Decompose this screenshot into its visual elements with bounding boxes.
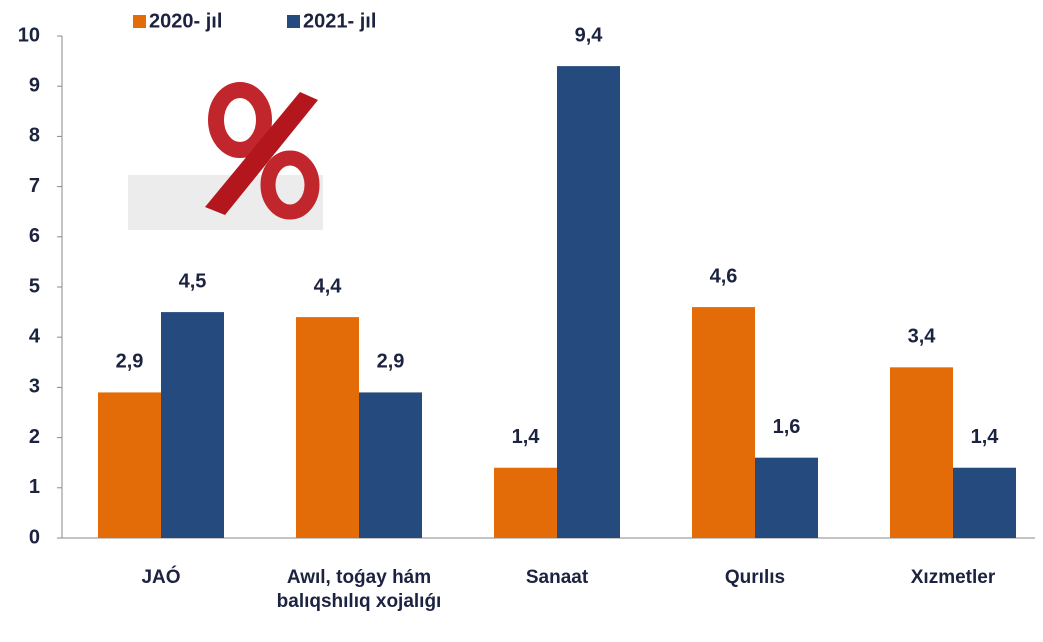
x-tick-label: Sanaat — [462, 566, 652, 590]
x-tick-label: JAÓ — [66, 566, 256, 590]
y-tick-label: 5 — [29, 275, 40, 297]
value-label: 2,9 — [377, 351, 405, 373]
legend-swatch — [133, 15, 146, 28]
value-label: 1,6 — [773, 416, 801, 438]
value-label: 1,4 — [971, 426, 1000, 448]
y-tick-label: 6 — [29, 225, 40, 247]
y-tick-label: 4 — [29, 325, 41, 347]
y-tick-label: 3 — [29, 376, 40, 398]
value-label: 4,5 — [179, 270, 207, 292]
x-tick-label: Awıl, toǵay hám balıqshılıq xojalıǵı — [264, 566, 454, 614]
bar — [494, 468, 557, 538]
bar — [692, 307, 755, 538]
y-tick-label: 0 — [29, 526, 40, 548]
value-label: 3,4 — [908, 326, 937, 348]
y-tick-label: 8 — [29, 125, 40, 147]
legend-swatch — [287, 15, 300, 28]
legend-label: 2020- jıl — [149, 10, 222, 32]
x-tick-label: Qurılıs — [660, 566, 850, 590]
value-label: 4,4 — [314, 275, 343, 297]
y-tick-label: 1 — [29, 476, 40, 498]
bar — [359, 392, 422, 538]
percent-icon — [128, 90, 323, 230]
bar — [98, 392, 161, 538]
bar — [953, 468, 1016, 538]
legend-label: 2021- jıl — [303, 10, 376, 32]
value-label: 9,4 — [575, 24, 604, 46]
chart-svg: 0 1 2 3 4 5 6 7 8 9 10 2020- jıl 2021- jıl 2,9 4,5 4,4 2… — [0, 0, 1043, 642]
value-label: 1,4 — [512, 426, 541, 448]
bar — [890, 367, 953, 538]
bar — [161, 312, 224, 538]
x-tick-label: Xızmetler — [858, 566, 1043, 590]
bar — [296, 317, 359, 538]
y-tick-label: 7 — [29, 175, 40, 197]
bar — [557, 66, 620, 538]
bar — [755, 458, 818, 538]
chart: 0 1 2 3 4 5 6 7 8 9 10 2020- jıl 2021- jıl 2,9 4,5 4,4 2… — [0, 0, 1043, 642]
y-tick-label: 10 — [18, 24, 40, 46]
value-label: 4,6 — [710, 265, 738, 287]
value-label: 2,9 — [116, 351, 144, 373]
y-tick-label: 9 — [29, 74, 40, 96]
y-tick-label: 2 — [29, 426, 40, 448]
